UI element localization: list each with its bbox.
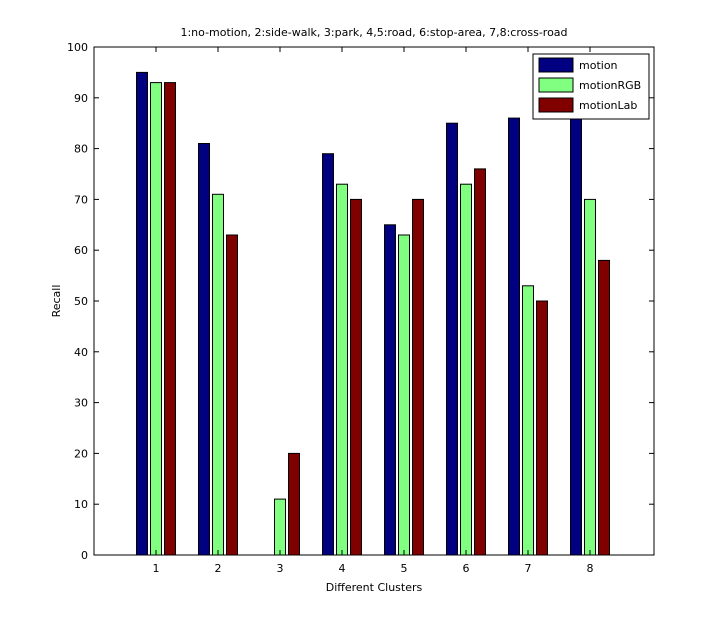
y-tick-label-70: 70 — [74, 193, 88, 206]
ticks-group: 0 10 20 30 40 50 60 70 80 90 100 1 2 3 4 5 6 7 8 — [67, 41, 654, 575]
x-tick-label-4: 4 — [339, 562, 346, 575]
legend: motion motionRGB motionLab — [532, 53, 650, 120]
y-tick-label-10: 10 — [74, 498, 88, 511]
x-tick-label-2: 2 — [215, 562, 222, 575]
bar-motion-7 — [508, 117, 520, 556]
bar-motionRGB-1 — [150, 82, 162, 556]
x-tick-label-6: 6 — [463, 562, 470, 575]
legend-label-motionRGB: motionRGB — [579, 79, 641, 92]
bar-motionRGB-8 — [584, 198, 596, 556]
legend-label-motionLab: motionLab — [579, 99, 637, 112]
legend-swatch-motion — [538, 57, 574, 73]
x-axis-label: Different Clusters — [326, 581, 423, 594]
x-tick-label-5: 5 — [401, 562, 408, 575]
y-axis-label: Recall — [50, 285, 63, 318]
bar-motionRGB-7 — [522, 285, 534, 556]
x-tick-label-8: 8 — [587, 562, 594, 575]
y-tick-label-20: 20 — [74, 447, 88, 460]
bar-motionLab-7 — [536, 300, 548, 556]
y-tick-label-90: 90 — [74, 92, 88, 105]
plot-area — [94, 47, 654, 555]
bar-motionRGB-3 — [274, 498, 286, 556]
bar-motion-2 — [198, 143, 210, 556]
y-tick-label-80: 80 — [74, 143, 88, 156]
y-tick-label-40: 40 — [74, 346, 88, 359]
plot-frame — [93, 46, 655, 556]
bar-motionLab-5 — [412, 198, 424, 556]
bar-motionRGB-6 — [460, 183, 472, 556]
y-tick-label-60: 60 — [74, 244, 88, 257]
bar-motionRGB-4 — [336, 183, 348, 556]
bar-motionLab-6 — [474, 168, 486, 556]
x-tick-label-1: 1 — [153, 562, 160, 575]
legend-swatch-motionRGB — [538, 77, 574, 93]
bar-motionRGB-5 — [398, 234, 410, 556]
bar-motionRGB-2 — [212, 193, 224, 556]
bar-motionLab-8 — [598, 259, 610, 556]
bar-motion-8 — [570, 117, 582, 556]
x-tick-label-3: 3 — [277, 562, 284, 575]
bar-motionLab-1 — [164, 82, 176, 556]
bar-motion-6 — [446, 122, 458, 556]
bar-motionLab-2 — [226, 234, 238, 556]
y-tick-label-30: 30 — [74, 397, 88, 410]
bar-motion-4 — [322, 153, 334, 556]
y-tick-label-0: 0 — [81, 549, 88, 562]
bar-motion-5 — [384, 224, 396, 556]
legend-swatch-motionLab — [538, 97, 574, 113]
legend-label-motion: motion — [579, 59, 618, 72]
bar-motion-1 — [136, 71, 148, 556]
bar-motionLab-3 — [288, 452, 300, 556]
chart-title: 1:no-motion, 2:side-walk, 3:park, 4,5:ro… — [180, 26, 567, 39]
y-tick-label-100: 100 — [67, 41, 88, 54]
y-tick-label-50: 50 — [74, 295, 88, 308]
x-tick-label-7: 7 — [525, 562, 532, 575]
bar-motionLab-4 — [350, 198, 362, 556]
